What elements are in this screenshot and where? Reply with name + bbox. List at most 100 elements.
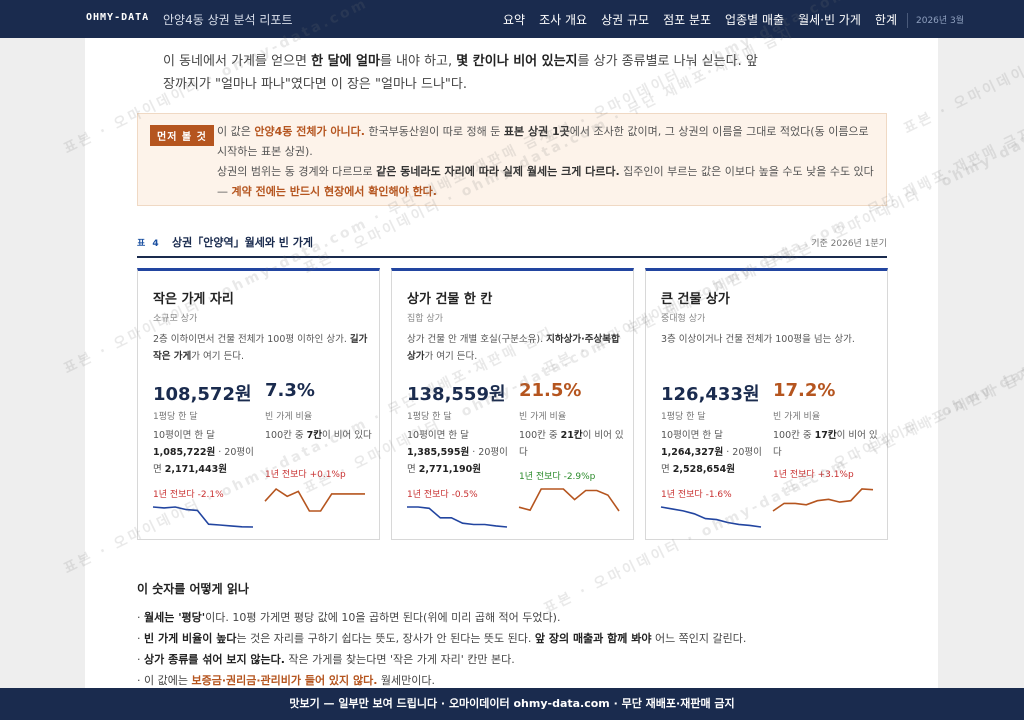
desc-part: 2층 이하이면서 건물 전체가 100평 이하인 상가. xyxy=(153,334,350,345)
calc-part: · 20평이면 xyxy=(661,447,762,475)
list-item: · 빈 가게 비율이 높다는 것은 자리를 구하기 쉽다는 뜻도, 장사가 안 … xyxy=(137,628,877,649)
nav-item-distribution[interactable]: 점포 분포 xyxy=(663,13,712,27)
rent-value: 108,572원 xyxy=(153,384,252,405)
vacancy-change: 1년 전보다 -2.9%p xyxy=(519,472,596,482)
desc-part: 길가 작은 가게 xyxy=(153,334,368,362)
vac-part: 17칸 xyxy=(814,430,837,441)
rent-trend-sparkline xyxy=(660,506,762,528)
calc-part: 10평이면 한 달 xyxy=(661,430,723,441)
sparkline-path xyxy=(772,488,874,512)
rent-label: 1평당 한 달 xyxy=(153,412,198,422)
sparkline-path xyxy=(518,488,620,512)
rent-label: 1평당 한 달 xyxy=(407,412,452,422)
intro-text: 장까지가 "얼마나 파나"였다면 이 장은 "얼마나 드나"다. xyxy=(163,77,468,92)
intro-emphasis: 한 달에 얼마 xyxy=(311,54,380,69)
vac-part: 100칸 중 xyxy=(265,430,307,441)
nav-item-overview[interactable]: 조사 개요 xyxy=(539,13,588,27)
notice-part: 계약 전에는 반드시 현장에서 확인해야 한다. xyxy=(231,185,438,198)
card-title: 상가 건물 한 칸 xyxy=(407,292,493,307)
vacancy-trend-sparkline xyxy=(772,488,874,512)
vac-part: 100칸 중 xyxy=(519,430,561,441)
calc-part: · 20평이면 xyxy=(407,447,508,475)
list-part: · xyxy=(137,653,144,666)
rent-trend-sparkline xyxy=(152,506,254,528)
list-item: · 월세는 '평당'이다. 10평 가게면 평당 값에 10을 곱하면 된다(위… xyxy=(137,607,877,628)
table-basis: 기준 2026년 1분기 xyxy=(811,239,887,249)
nav-item-sales[interactable]: 업종별 매출 xyxy=(725,13,785,27)
calc-part: 2,771,190원 xyxy=(418,464,481,475)
calc-part: 1,385,595원 xyxy=(407,447,470,458)
vacancy-trend-sparkline xyxy=(518,488,620,512)
list-part: 앞 장의 매출과 함께 봐야 xyxy=(534,632,652,645)
vacancy-value: 17.2% xyxy=(773,380,836,401)
rent-change: 1년 전보다 -1.6% xyxy=(661,490,732,500)
nav-item-scale[interactable]: 상권 규모 xyxy=(601,13,650,27)
desc-part: 3층 이상이거나 건물 전체가 100평을 넘는 상가. xyxy=(661,334,855,345)
list-part: 월세만이다. xyxy=(377,674,436,687)
intro-text: 를 내야 하고, xyxy=(379,54,457,69)
calc-part: 2,171,443원 xyxy=(164,464,227,475)
rent-card: 작은 가게 자리 소규모 상가 2층 이하이면서 건물 전체가 100평 이하인 상… xyxy=(137,268,380,540)
list-part: 작은 가게를 찾는다면 '작은 가게 자리' 칸만 본다. xyxy=(284,653,515,666)
how-to-read-list: · 월세는 '평당'이다. 10평 가게면 평당 값에 10을 곱하면 된다(위… xyxy=(137,607,877,688)
list-part: 이다. 10평 가게면 평당 값에 10을 곱하면 된다(위에 미리 곱해 적어… xyxy=(205,611,561,624)
list-part: · xyxy=(137,611,144,624)
list-item: · 상가 종류를 섞어 보지 않는다. 작은 가게를 찾는다면 '작은 가게 자… xyxy=(137,649,877,670)
notice-tag: 먼저 볼 것 xyxy=(150,125,214,146)
vacancy-description: 100칸 중 7칸이 비어 있다 xyxy=(265,427,373,444)
desc-part: 지하상가·주상복합 상가 xyxy=(407,334,620,362)
rent-change: 1년 전보다 -2.1% xyxy=(153,490,224,500)
table-number: 표 4 xyxy=(137,239,161,249)
vacancy-value: 21.5% xyxy=(519,380,582,401)
vacancy-description: 100칸 중 21칸이 비어 있다 xyxy=(519,427,627,461)
sparkline-path xyxy=(264,487,365,512)
list-part: · 이 값에는 xyxy=(137,674,192,687)
notice-text: 이 값은 안양4동 전체가 아니다. 한국부동산원이 따로 정해 둔 표본 상권… xyxy=(217,122,877,202)
card-subtitle: 중대형 상가 xyxy=(661,314,706,324)
calc-part: · 20평이면 xyxy=(153,447,254,475)
notice-box: 먼저 볼 것 이 값은 안양4동 전체가 아니다. 한국부동산원이 따로 정해 … xyxy=(137,113,887,206)
nav-item-summary[interactable]: 요약 xyxy=(503,13,526,27)
notice-part: 한국부동산원이 따로 정해 둔 xyxy=(364,125,504,138)
rent-card: 상가 건물 한 칸 집합 상가 상가 건물 안 개별 호실(구분소유). 지하상가·… xyxy=(391,268,634,540)
table-title: 상권「안양역」월세와 빈 가게 xyxy=(172,236,313,249)
vacancy-label: 빈 가게 비율 xyxy=(773,412,821,422)
card-subtitle: 소규모 상가 xyxy=(153,314,198,324)
nav-item-limits[interactable]: 한계 xyxy=(874,13,897,27)
card-description: 상가 건물 안 개별 호실(구분소유). 지하상가·주상복합 상가가 여기 든다… xyxy=(407,331,622,365)
vac-part: 100칸 중 xyxy=(773,430,815,441)
vacancy-description: 100칸 중 17칸이 비어 있다 xyxy=(773,427,881,461)
table-header: 표 4 상권「안양역」월세와 빈 가게 기준 2026년 1분기 xyxy=(137,234,887,258)
report-date: 2026년 3월 xyxy=(907,13,964,28)
list-part: 빈 가게 비율이 높다 xyxy=(144,632,237,645)
vacancy-change: 1년 전보다 +3.1%p xyxy=(773,470,854,480)
rent-label: 1평당 한 달 xyxy=(661,412,706,422)
desc-part: 상가 건물 안 개별 호실(구분소유). xyxy=(407,334,547,345)
notice-part: 집주인이 부르는 값은 이보다 높을 수도 낮을 수도 있다 — xyxy=(217,165,874,198)
rent-value: 138,559원 xyxy=(407,384,506,405)
vacancy-value: 7.3% xyxy=(265,380,315,401)
vac-part: 21칸 xyxy=(560,430,583,441)
top-nav: 요약 조사 개요 상권 규모 점포 분포 업종별 매출 월세·빈 가게 한계 2… xyxy=(503,11,978,28)
section-intro: 이 동네에서 가게를 얻으면 한 달에 얼마를 내야 하고, 몇 칸이나 비어 … xyxy=(163,50,813,96)
sparkline-path xyxy=(152,506,254,528)
card-description: 3층 이상이거나 건물 전체가 100평을 넘는 상가. xyxy=(661,331,876,348)
card-description: 2층 이하이면서 건물 전체가 100평 이하인 상가. 길가 작은 가게가 여… xyxy=(153,331,368,365)
vac-part: 이 비어 있다 xyxy=(322,430,372,441)
desc-part: 가 여기 든다. xyxy=(424,351,478,362)
how-to-read-title: 이 숫자를 어떻게 읽나 xyxy=(137,582,249,596)
rent-calculation: 10평이면 한 달 1,385,595원 · 20평이면 2,771,190원 xyxy=(407,427,515,478)
nav-item-rent[interactable]: 월세·빈 가게 xyxy=(798,13,861,27)
calc-part: 10평이면 한 달 xyxy=(407,430,469,441)
footer-banner: 맛보기 — 일부만 보여 드립니다 · 오마이데이터 ohmy-data.com… xyxy=(0,688,1024,720)
notice-part: 같은 동네라도 자리에 따라 실제 월세는 크게 다르다. xyxy=(376,165,620,178)
rent-change: 1년 전보다 -0.5% xyxy=(407,490,478,500)
report-title: 안양4동 상권 분석 리포트 xyxy=(163,13,293,27)
report-page: 이 동네에서 가게를 얻으면 한 달에 얼마를 내야 하고, 몇 칸이나 비어 … xyxy=(85,38,938,688)
calc-part: 10평이면 한 달 xyxy=(153,430,215,441)
intro-emphasis: 몇 칸이나 비어 있는지 xyxy=(456,54,578,69)
sparkline-path xyxy=(660,506,762,528)
vacancy-label: 빈 가게 비율 xyxy=(519,412,567,422)
calc-part: 1,085,722원 xyxy=(153,447,216,458)
brand-logo[interactable]: OHMY-DATA xyxy=(86,12,150,23)
